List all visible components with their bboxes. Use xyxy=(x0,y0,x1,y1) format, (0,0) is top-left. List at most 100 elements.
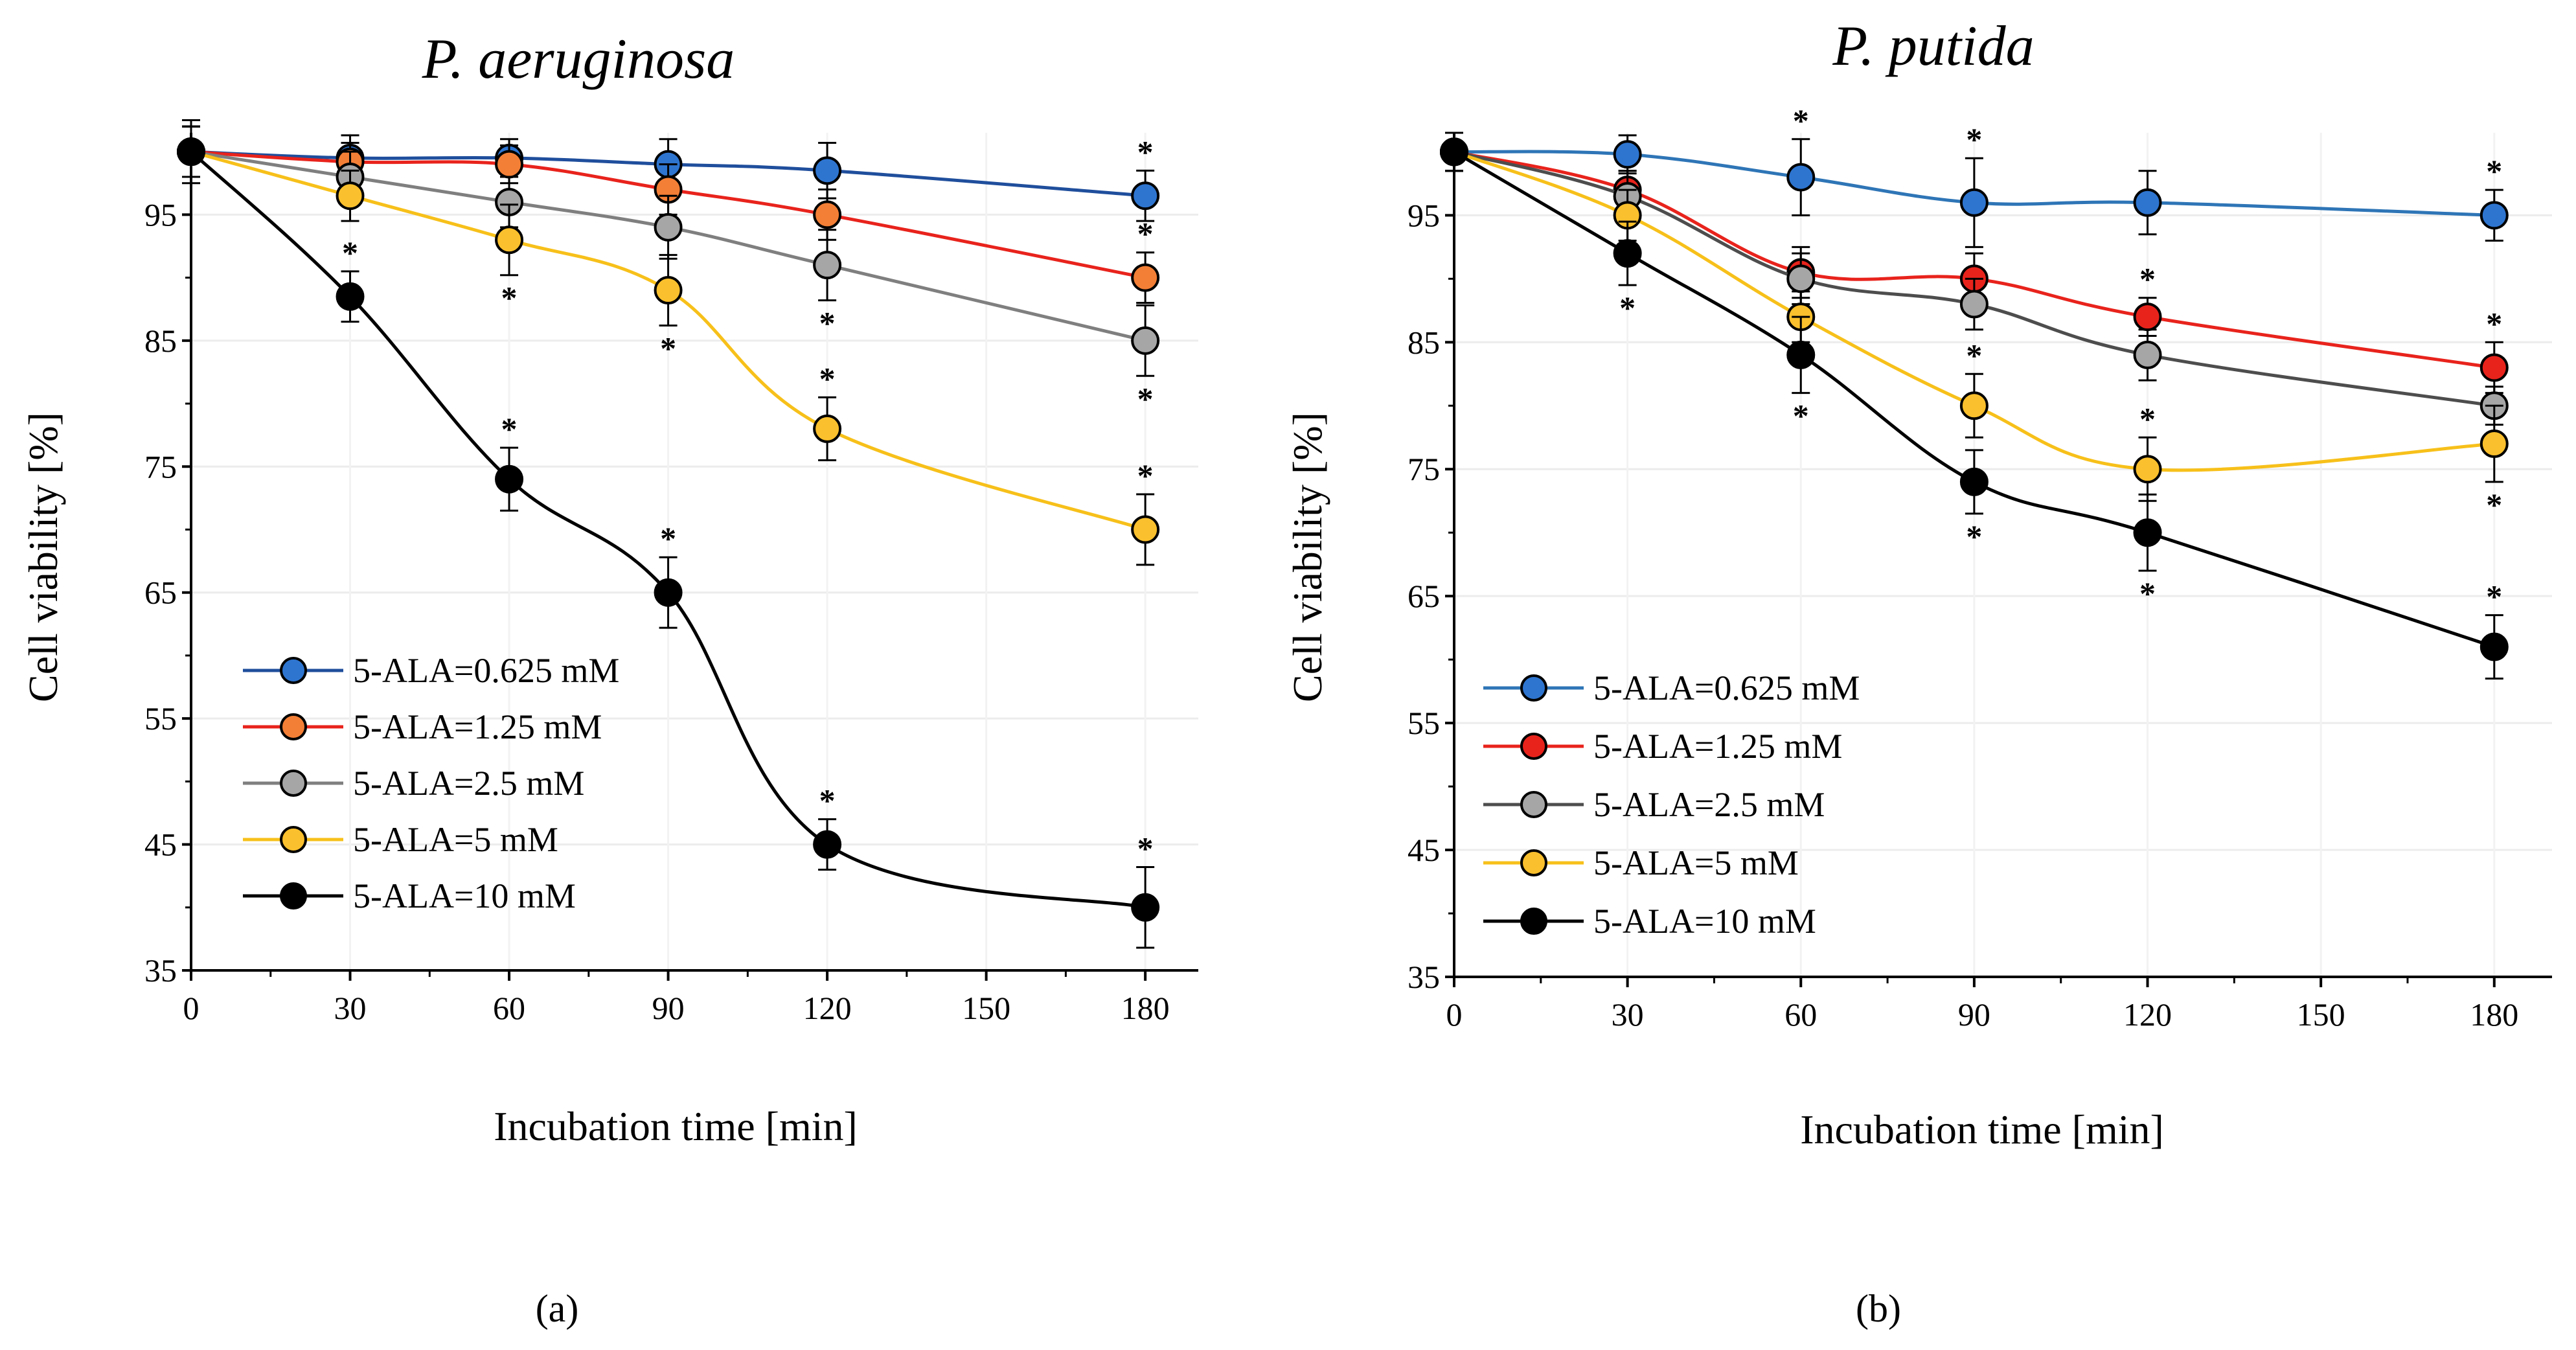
legend-marker xyxy=(280,882,307,910)
legend-marker xyxy=(1520,849,1547,876)
y-tick-label: 85 xyxy=(144,323,177,359)
x-tick-label: 150 xyxy=(962,990,1010,1026)
legend-marker xyxy=(1520,674,1547,702)
significance-star: * xyxy=(660,520,676,556)
data-point xyxy=(495,225,524,255)
y-tick-label: 75 xyxy=(1408,451,1440,487)
x-tick-label: 30 xyxy=(334,990,367,1026)
y-tick-label: 65 xyxy=(144,575,177,611)
data-point xyxy=(654,212,683,242)
significance-star: * xyxy=(2486,486,2502,523)
chart-b-title: P. putida xyxy=(1832,15,2034,78)
data-point xyxy=(1959,391,1989,420)
significance-star: * xyxy=(819,783,836,819)
significance-star: * xyxy=(1966,518,1982,555)
significance-star: * xyxy=(2139,400,2156,437)
data-point xyxy=(495,150,524,179)
x-tick-label: 90 xyxy=(652,990,685,1026)
significance-star: * xyxy=(1619,290,1636,326)
data-point xyxy=(813,830,842,859)
significance-star: * xyxy=(819,360,836,396)
data-point xyxy=(1786,340,1816,369)
series-a-4: * * * * * xyxy=(177,125,1160,949)
significance-star: * xyxy=(1793,102,1809,139)
legend-label: 5-ALA=5 mM xyxy=(353,820,558,859)
data-point xyxy=(2133,518,2162,547)
significance-star: * xyxy=(1137,216,1154,252)
data-point xyxy=(177,137,205,166)
y-tick-label: 55 xyxy=(1408,705,1440,741)
data-point xyxy=(1786,163,1816,192)
x-tick-label: 120 xyxy=(2123,996,2172,1033)
significance-star: * xyxy=(1137,830,1154,867)
data-point xyxy=(1613,239,1642,268)
legend-marker xyxy=(280,770,307,797)
x-tick-label: 30 xyxy=(1612,996,1644,1033)
legend-marker xyxy=(280,713,307,740)
chart-panel-b: P. putida Incubation time [min] Cell via… xyxy=(1284,15,2552,1330)
data-point xyxy=(1959,290,1989,319)
y-tick-label: 35 xyxy=(1408,959,1440,995)
y-tick-label: 85 xyxy=(1408,324,1440,360)
y-tick-label: 65 xyxy=(1408,578,1440,614)
x-tick-label: 60 xyxy=(1784,996,1817,1033)
legend-label: 5-ALA=0.625 mM xyxy=(1593,669,1860,707)
legend-label: 5-ALA=2.5 mM xyxy=(1593,785,1825,824)
chart-panel-a: P. aeruginosa Incubation time [min] Cell… xyxy=(20,28,1198,1330)
data-point xyxy=(336,181,365,211)
chart-b-ylabel: Cell viability [%] xyxy=(1284,412,1330,702)
data-point xyxy=(2479,201,2509,230)
significance-star: * xyxy=(2486,153,2502,189)
data-point xyxy=(1959,188,1989,217)
x-tick-label: 180 xyxy=(2470,996,2518,1033)
x-tick-label: 120 xyxy=(803,990,852,1026)
y-tick-label: 45 xyxy=(144,827,177,863)
data-point xyxy=(1786,264,1816,293)
legend-marker xyxy=(280,826,307,853)
legend-label: 5-ALA=1.25 mM xyxy=(353,707,602,746)
significance-star: * xyxy=(2139,261,2156,297)
significance-star: * xyxy=(1137,133,1154,170)
data-point xyxy=(1131,893,1160,922)
significance-star: * xyxy=(1966,121,1982,157)
x-tick-label: 150 xyxy=(2297,996,2345,1033)
significance-star: * xyxy=(2139,575,2156,612)
significance-star: * xyxy=(2486,305,2502,341)
significance-star: * xyxy=(2486,578,2502,615)
significance-star: * xyxy=(1793,398,1809,434)
series-b-0: * * * xyxy=(1440,102,2509,248)
data-point xyxy=(813,156,842,185)
significance-star: * xyxy=(501,280,518,316)
data-point xyxy=(1613,140,1642,169)
legend-marker xyxy=(280,657,307,684)
data-point xyxy=(2133,455,2162,484)
legend-label: 5-ALA=0.625 mM xyxy=(353,651,619,690)
y-tick-label: 95 xyxy=(144,196,177,233)
y-tick-label: 45 xyxy=(1408,832,1440,868)
data-point xyxy=(1131,515,1160,544)
chart-b-xlabel: Incubation time [min] xyxy=(1800,1106,2164,1152)
data-point xyxy=(1131,326,1160,355)
x-tick-label: 90 xyxy=(1958,996,1990,1033)
data-point xyxy=(495,464,524,494)
x-tick-label: 180 xyxy=(1121,990,1170,1026)
significance-star: * xyxy=(1137,380,1154,417)
data-point xyxy=(1131,263,1160,292)
data-point xyxy=(1131,181,1160,211)
data-point xyxy=(813,200,842,229)
data-point xyxy=(2479,429,2509,459)
chart-a-ylabel: Cell viability [%] xyxy=(20,412,66,702)
x-tick-label: 60 xyxy=(493,990,525,1026)
significance-star: * xyxy=(1966,337,1982,373)
data-point xyxy=(1440,137,1468,166)
panel-a-label: (a) xyxy=(536,1287,579,1330)
y-tick-label: 95 xyxy=(1408,197,1440,233)
significance-star: * xyxy=(819,305,836,341)
chart-a-title: P. aeruginosa xyxy=(422,28,735,91)
legend-label: 5-ALA=1.25 mM xyxy=(1593,727,1842,766)
y-tick-label: 75 xyxy=(144,448,177,485)
panel-b-label: (b) xyxy=(1856,1287,1901,1330)
legend-label: 5-ALA=5 mM xyxy=(1593,843,1799,882)
legend-label: 5-ALA=10 mM xyxy=(353,876,576,915)
